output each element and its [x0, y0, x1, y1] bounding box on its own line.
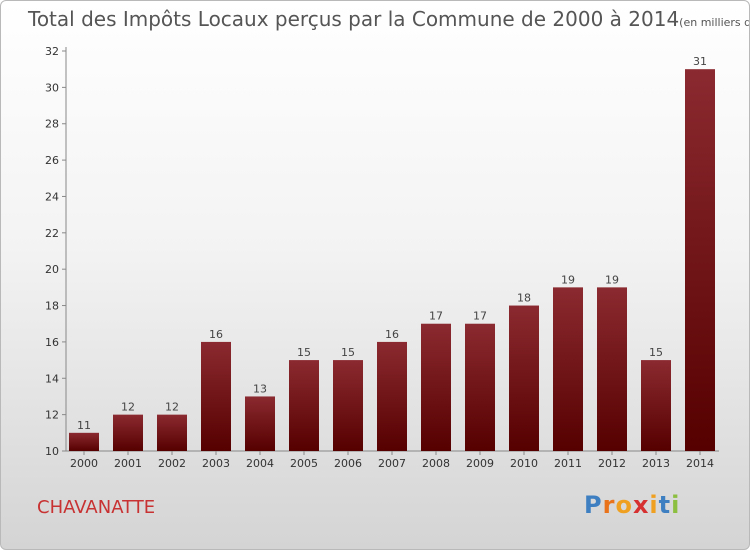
- bar: [245, 396, 275, 451]
- logo-letter: i: [649, 491, 659, 519]
- y-tick-label: 28: [45, 118, 59, 131]
- chart-title-unit: (en milliers d'€): [679, 16, 749, 29]
- logo-letter: t: [658, 491, 672, 519]
- logo-letter: i: [671, 491, 681, 519]
- bar-value-label: 16: [209, 328, 223, 341]
- bar: [421, 323, 451, 451]
- y-tick-label: 24: [45, 190, 59, 203]
- bar: [333, 360, 363, 451]
- logo-letter: x: [632, 491, 650, 519]
- bar-value-label: 17: [473, 310, 487, 323]
- bar: [685, 69, 715, 451]
- x-tick-label: 2009: [466, 457, 494, 470]
- bar: [157, 414, 187, 451]
- commune-name: CHAVANATTE: [37, 497, 156, 518]
- bar-value-label: 13: [253, 382, 267, 395]
- bar-value-label: 16: [385, 328, 399, 341]
- bar: [597, 287, 627, 451]
- x-tick-label: 2001: [114, 457, 142, 470]
- bar: [289, 360, 319, 451]
- x-tick-label: 2013: [642, 457, 670, 470]
- y-tick-label: 32: [45, 45, 59, 58]
- y-tick-label: 22: [45, 227, 59, 240]
- bar-value-label: 12: [121, 401, 135, 414]
- bar-value-label: 15: [649, 346, 663, 359]
- x-tick-label: 2000: [70, 457, 98, 470]
- bar-value-label: 11: [77, 419, 91, 432]
- bar-value-label: 18: [517, 292, 531, 305]
- y-tick-label: 14: [45, 372, 59, 385]
- logo-letter: o: [615, 491, 633, 519]
- logo-letter: r: [602, 491, 616, 519]
- x-tick-label: 2008: [422, 457, 450, 470]
- x-axis: 2000 2001 2002 2003 2004 2005 2006 2007 2008 2009…: [66, 450, 719, 470]
- logo-letter: P: [584, 491, 603, 519]
- y-tick-label: 18: [45, 300, 59, 313]
- bar: [465, 323, 495, 451]
- bar-value-label: 12: [165, 401, 179, 414]
- bar-value-label: 19: [605, 273, 619, 286]
- bar: [377, 341, 407, 451]
- bar-value-label: 15: [297, 346, 311, 359]
- bar-value-label: 31: [693, 55, 707, 68]
- chart-title-text: Total des Impôts Locaux perçus par la Co…: [28, 7, 680, 31]
- bar-value-label: 15: [341, 346, 355, 359]
- y-tick-label: 30: [45, 81, 59, 94]
- y-tick-label: 10: [45, 445, 59, 458]
- x-tick-label: 2011: [554, 457, 582, 470]
- proxiti-logo: Proxiti: [584, 491, 680, 519]
- bar: [69, 432, 99, 451]
- bar: [641, 360, 671, 451]
- y-tick-label: 12: [45, 409, 59, 422]
- y-tick-label: 20: [45, 263, 59, 276]
- x-tick-label: 2007: [378, 457, 406, 470]
- bar: [553, 287, 583, 451]
- x-tick-label: 2002: [158, 457, 186, 470]
- x-tick-label: 2003: [202, 457, 230, 470]
- x-tick-label: 2010: [510, 457, 538, 470]
- x-tick-label: 2004: [246, 457, 274, 470]
- x-tick-label: 2014: [686, 457, 714, 470]
- bars: 11 12 12 16 13 15 15 16 17 17 18 19 19 15 31: [69, 55, 715, 451]
- bar: [201, 341, 231, 451]
- x-tick-label: 2012: [598, 457, 626, 470]
- x-tick-label: 2006: [334, 457, 362, 470]
- bar: [113, 414, 143, 451]
- y-axis: 10 12 14 16 18 20 22 24 26 28 30 32: [45, 45, 67, 458]
- chart-title: Total des Impôts Locaux perçus par la Co…: [28, 7, 749, 31]
- bar: [509, 305, 539, 451]
- y-tick-label: 16: [45, 336, 59, 349]
- bar-value-label: 17: [429, 310, 443, 323]
- bar-value-label: 19: [561, 273, 575, 286]
- y-tick-label: 26: [45, 154, 59, 167]
- x-tick-label: 2005: [290, 457, 318, 470]
